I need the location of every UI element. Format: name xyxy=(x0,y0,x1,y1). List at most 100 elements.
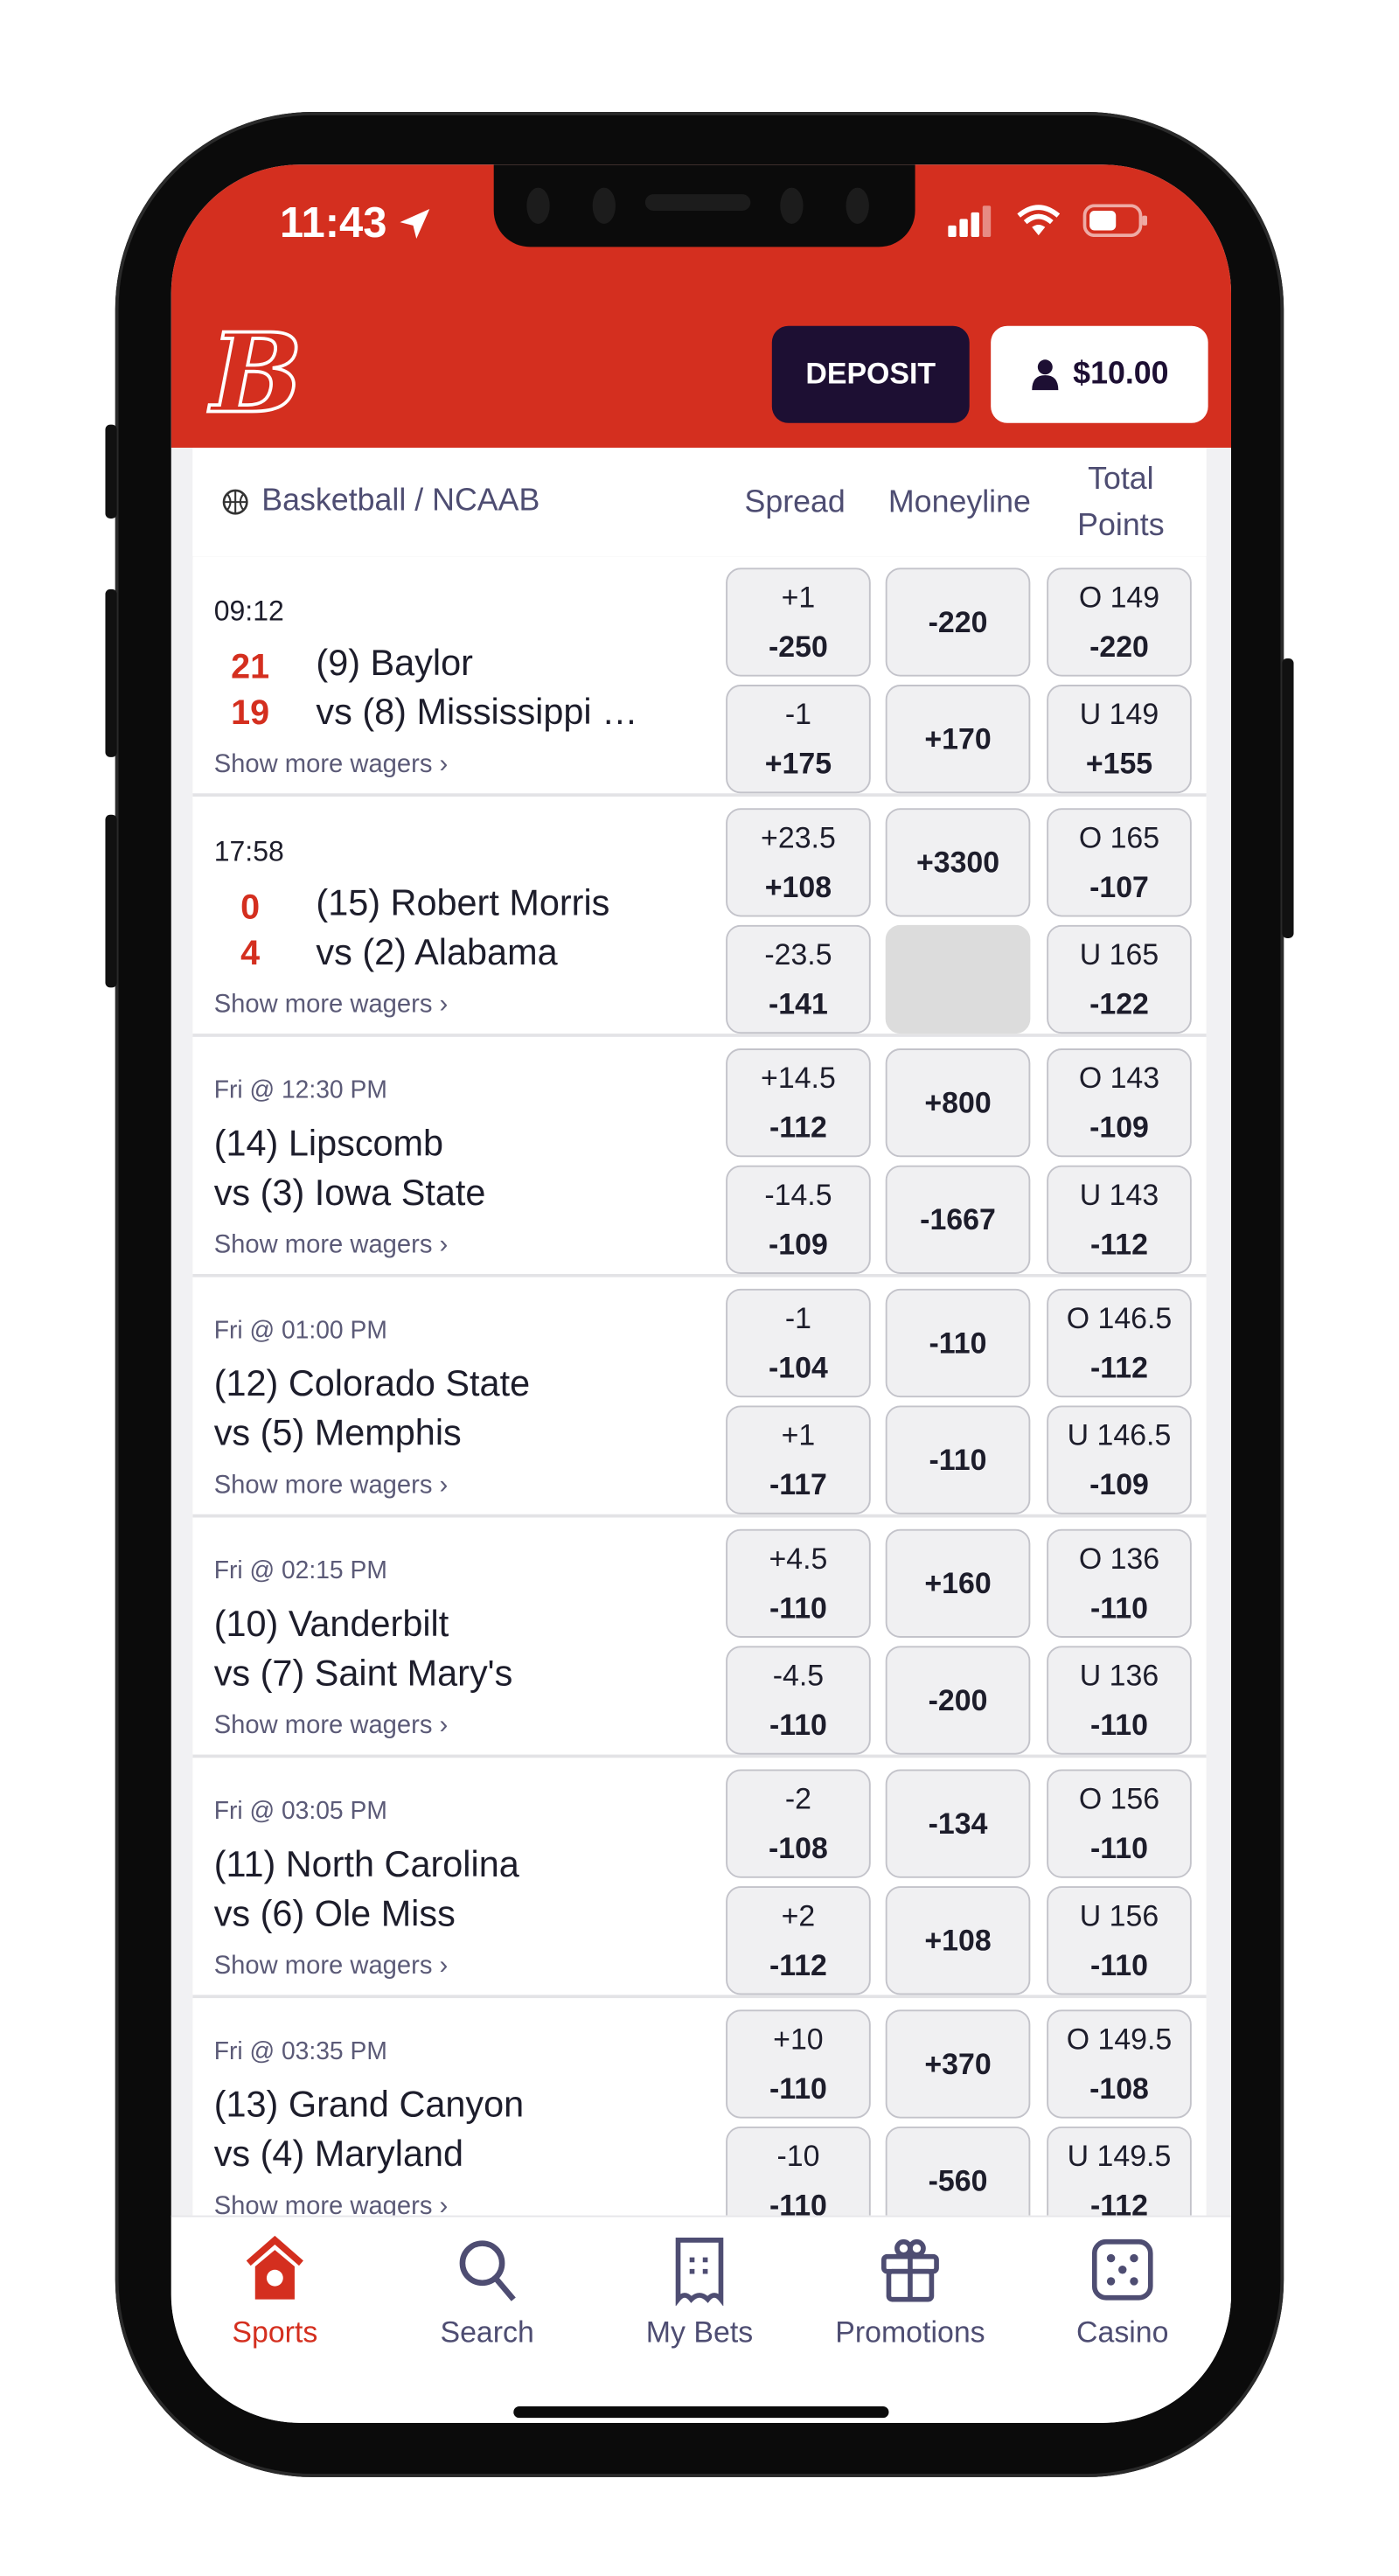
deposit-button[interactable]: DEPOSIT xyxy=(771,325,970,423)
total-line: U 156 xyxy=(1079,1899,1159,1932)
spread-line: -14.5 xyxy=(764,1178,832,1212)
total-odds-button[interactable]: U 146.5 -109 xyxy=(1047,1405,1192,1514)
game-time: Fri @ 12:30 PM xyxy=(213,1076,387,1105)
home-indicator[interactable] xyxy=(513,2405,889,2419)
receipt-icon xyxy=(601,2233,798,2307)
show-more-wagers-link[interactable]: Show more wagers › xyxy=(213,1711,449,1740)
nav-my-bets[interactable]: My Bets xyxy=(601,2233,798,2350)
moneyline-odds-button xyxy=(885,924,1031,1034)
total-line: U 136 xyxy=(1079,1659,1159,1693)
spread-odds-button[interactable]: -4.5 -110 xyxy=(726,1646,871,1755)
total-odds-button[interactable]: O 143 -109 xyxy=(1047,1048,1192,1158)
total-odds-button[interactable]: O 149 -220 xyxy=(1047,567,1192,677)
moneyline-odds-button[interactable]: -134 xyxy=(885,1769,1031,1878)
moneyline-odds-button[interactable]: +108 xyxy=(885,1886,1031,1995)
odds-price: -112 xyxy=(1089,1351,1148,1385)
team1-name: (10) Vanderbilt xyxy=(213,1603,449,1645)
spread-odds-button[interactable]: +23.5 +108 xyxy=(726,808,871,917)
moneyline-odds-button[interactable]: -110 xyxy=(885,1405,1031,1514)
spread-odds-button[interactable]: +4.5 -110 xyxy=(726,1528,871,1638)
nav-sports[interactable]: Sports xyxy=(176,2233,373,2350)
user-icon xyxy=(1032,359,1059,390)
league-breadcrumb[interactable]: Basketball / NCAAB xyxy=(222,484,539,519)
spread-line: -2 xyxy=(784,1782,811,1816)
total-odds-button[interactable]: U 149 +155 xyxy=(1047,685,1192,794)
spread-odds-button[interactable]: -1 -104 xyxy=(726,1288,871,1398)
total-odds-button[interactable]: U 165 -122 xyxy=(1047,924,1192,1034)
speaker xyxy=(644,194,751,211)
game-time: 17:58 xyxy=(213,836,284,867)
spread-odds-button[interactable]: -10 -110 xyxy=(726,2126,871,2216)
odds-price: -110 xyxy=(769,1708,827,1742)
game-row: Fri @ 03:35 PM (13) Grand Canyon vs (4) Ma… xyxy=(192,1998,1207,2216)
game-time: Fri @ 02:15 PM xyxy=(213,1556,387,1585)
team2-name: vs (5) Memphis xyxy=(213,1412,462,1454)
show-more-wagers-link[interactable]: Show more wagers › xyxy=(213,991,449,1020)
balance-amount: $10.00 xyxy=(1073,356,1169,392)
odds-price: +108 xyxy=(764,870,832,904)
team2-name: vs (8) Mississippi … xyxy=(316,691,638,733)
moneyline-odds-button[interactable]: -220 xyxy=(885,567,1031,677)
nav-search[interactable]: Search xyxy=(388,2233,586,2350)
show-more-wagers-link[interactable]: Show more wagers › xyxy=(213,2192,449,2216)
moneyline-odds-button[interactable]: -200 xyxy=(885,1646,1031,1755)
game-row: Fri @ 01:00 PM (12) Colorado State vs (5) … xyxy=(192,1277,1207,1518)
odds-price: -108 xyxy=(1089,2071,1149,2106)
spread-odds-button[interactable]: -23.5 -141 xyxy=(726,924,871,1034)
moneyline-odds-button[interactable]: +800 xyxy=(885,1048,1031,1158)
team1-name: (9) Baylor xyxy=(316,642,473,684)
spread-line: +4.5 xyxy=(769,1542,828,1576)
total-odds-button[interactable]: U 156 -110 xyxy=(1047,1886,1192,1995)
nav-label: My Bets xyxy=(645,2315,754,2350)
status-icons xyxy=(948,204,1149,238)
spread-odds-button[interactable]: +1 -117 xyxy=(726,1405,871,1514)
volume-up-button xyxy=(105,588,117,757)
spread-odds-button[interactable]: -2 -108 xyxy=(726,1769,871,1878)
total-line: O 149 xyxy=(1078,581,1160,615)
spread-line: -1 xyxy=(784,698,811,731)
nav-casino[interactable]: Casino xyxy=(1024,2233,1222,2350)
show-more-wagers-link[interactable]: Show more wagers › xyxy=(213,1230,449,1259)
total-odds-button[interactable]: O 136 -110 xyxy=(1047,1528,1192,1638)
nav-label: Search xyxy=(440,2315,534,2350)
screen: 11:43 B DEPOSIT $10.00 xyxy=(171,164,1231,2423)
spread-odds-button[interactable]: +1 -250 xyxy=(726,567,871,677)
total-odds-button[interactable]: O 165 -107 xyxy=(1047,808,1192,917)
spread-odds-button[interactable]: +2 -112 xyxy=(726,1886,871,1995)
spread-odds-button[interactable]: +14.5 -112 xyxy=(726,1048,871,1158)
moneyline-column-header: Moneyline xyxy=(887,485,1031,520)
show-more-wagers-link[interactable]: Show more wagers › xyxy=(213,750,449,779)
moneyline-odds-button[interactable]: +170 xyxy=(885,685,1031,794)
total-odds-button[interactable]: O 149.5 -108 xyxy=(1047,2009,1192,2119)
spread-odds-button[interactable]: +10 -110 xyxy=(726,2009,871,2119)
total-line: O 165 xyxy=(1078,821,1160,854)
spread-odds-button[interactable]: -14.5 -109 xyxy=(726,1165,871,1274)
odds-price: -560 xyxy=(928,2164,988,2197)
nav-promotions[interactable]: Promotions xyxy=(811,2233,1009,2350)
odds-price: -110 xyxy=(1089,1591,1148,1625)
total-odds-button[interactable]: U 136 -110 xyxy=(1047,1646,1192,1755)
total-odds-button[interactable]: O 156 -110 xyxy=(1047,1769,1192,1878)
total-odds-button[interactable]: O 146.5 -112 xyxy=(1047,1288,1192,1398)
moneyline-odds-button[interactable]: -1667 xyxy=(885,1165,1031,1274)
show-more-wagers-link[interactable]: Show more wagers › xyxy=(213,1471,449,1500)
account-balance-button[interactable]: $10.00 xyxy=(991,325,1208,423)
total-line: O 156 xyxy=(1078,1782,1160,1816)
spread-line: +14.5 xyxy=(761,1062,836,1095)
spread-odds-button[interactable]: -1 +175 xyxy=(726,685,871,794)
team1-name: (13) Grand Canyon xyxy=(213,2084,525,2126)
brand-logo[interactable]: B xyxy=(209,309,304,438)
show-more-wagers-link[interactable]: Show more wagers › xyxy=(213,1952,449,1981)
moneyline-odds-button[interactable]: +160 xyxy=(885,1528,1031,1638)
spread-line: +10 xyxy=(773,2023,824,2057)
games-list[interactable]: 09:12 21 19 (9) Baylor vs (8) Mississippi … S… xyxy=(192,556,1207,2216)
odds-price: -109 xyxy=(1089,1468,1149,1501)
total-line: O 146.5 xyxy=(1066,1301,1173,1335)
team1-name: (14) Lipscomb xyxy=(213,1122,444,1164)
total-odds-button[interactable]: U 143 -112 xyxy=(1047,1165,1192,1274)
moneyline-odds-button[interactable]: -560 xyxy=(885,2126,1031,2216)
moneyline-odds-button[interactable]: +3300 xyxy=(885,808,1031,917)
moneyline-odds-button[interactable]: +370 xyxy=(885,2009,1031,2119)
moneyline-odds-button[interactable]: -110 xyxy=(885,1288,1031,1398)
total-odds-button[interactable]: U 149.5 -112 xyxy=(1047,2126,1192,2216)
